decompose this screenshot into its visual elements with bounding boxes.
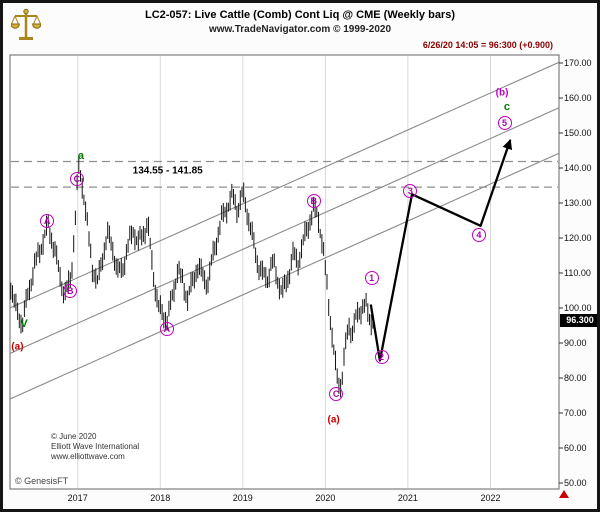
last-price-box: 96.300 bbox=[560, 314, 597, 328]
scales-logo-icon bbox=[10, 7, 42, 50]
quote-readout: 6/26/20 14:05 = 96:300 (+0.900) bbox=[422, 40, 553, 50]
chart-title: LC2-057: Live Cattle (Comb) Cont Liq @ C… bbox=[144, 9, 455, 21]
chart-subtitle: www.TradeNavigator.com © 1999-2020 bbox=[208, 24, 392, 35]
scale-scroll-arrow[interactable] bbox=[559, 490, 569, 498]
price-chart-canvas[interactable] bbox=[3, 3, 600, 512]
